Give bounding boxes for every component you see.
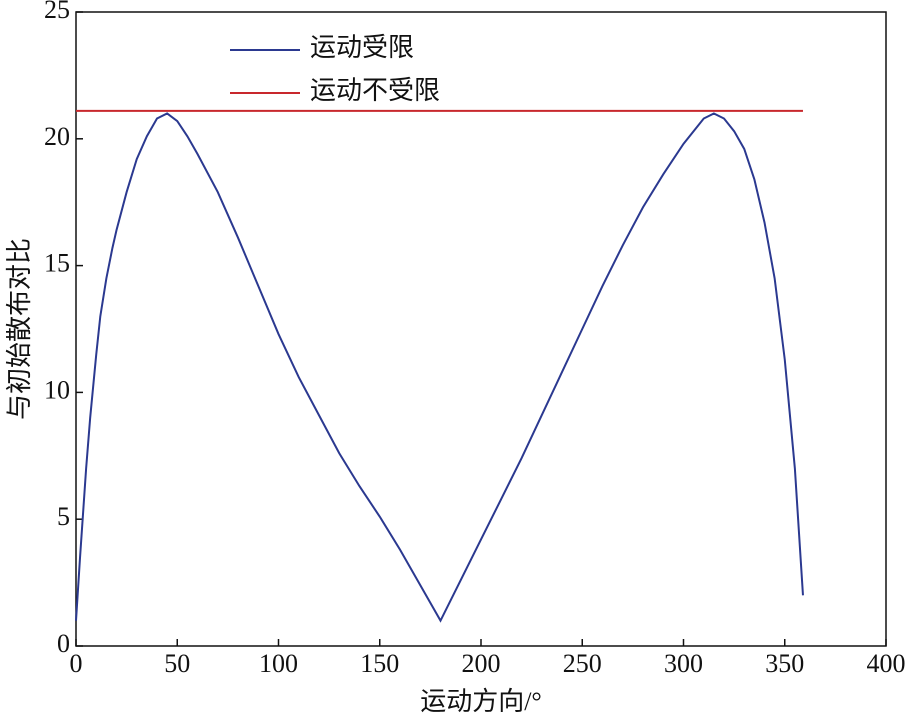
x-tick-label: 50 (164, 649, 190, 678)
y-tick-label: 10 (44, 375, 70, 404)
x-axis-label: 运动方向/° (420, 687, 542, 716)
y-tick-label: 5 (57, 502, 70, 531)
data-line (75, 112, 804, 623)
x-tick-label: 400 (867, 649, 906, 678)
plot-frame (75, 11, 887, 647)
x-tick-label: 350 (765, 649, 804, 678)
x-tick-label: 200 (462, 649, 501, 678)
x-tick-label: 300 (664, 649, 703, 678)
y-tick-label: 0 (57, 629, 70, 658)
x-tick-label: 150 (360, 649, 399, 678)
x-tick-label: 250 (563, 649, 602, 678)
x-tick-label: 0 (70, 649, 83, 678)
y-axis-label: 与初始散布对比 (5, 238, 34, 420)
y-tick-label: 15 (44, 249, 70, 278)
y-tick-label: 25 (44, 0, 70, 24)
x-tick-label: 100 (259, 649, 298, 678)
y-tick-label: 20 (44, 122, 70, 151)
legend-label: 运动受限 (310, 33, 414, 62)
legend-label: 运动不受限 (310, 76, 440, 105)
